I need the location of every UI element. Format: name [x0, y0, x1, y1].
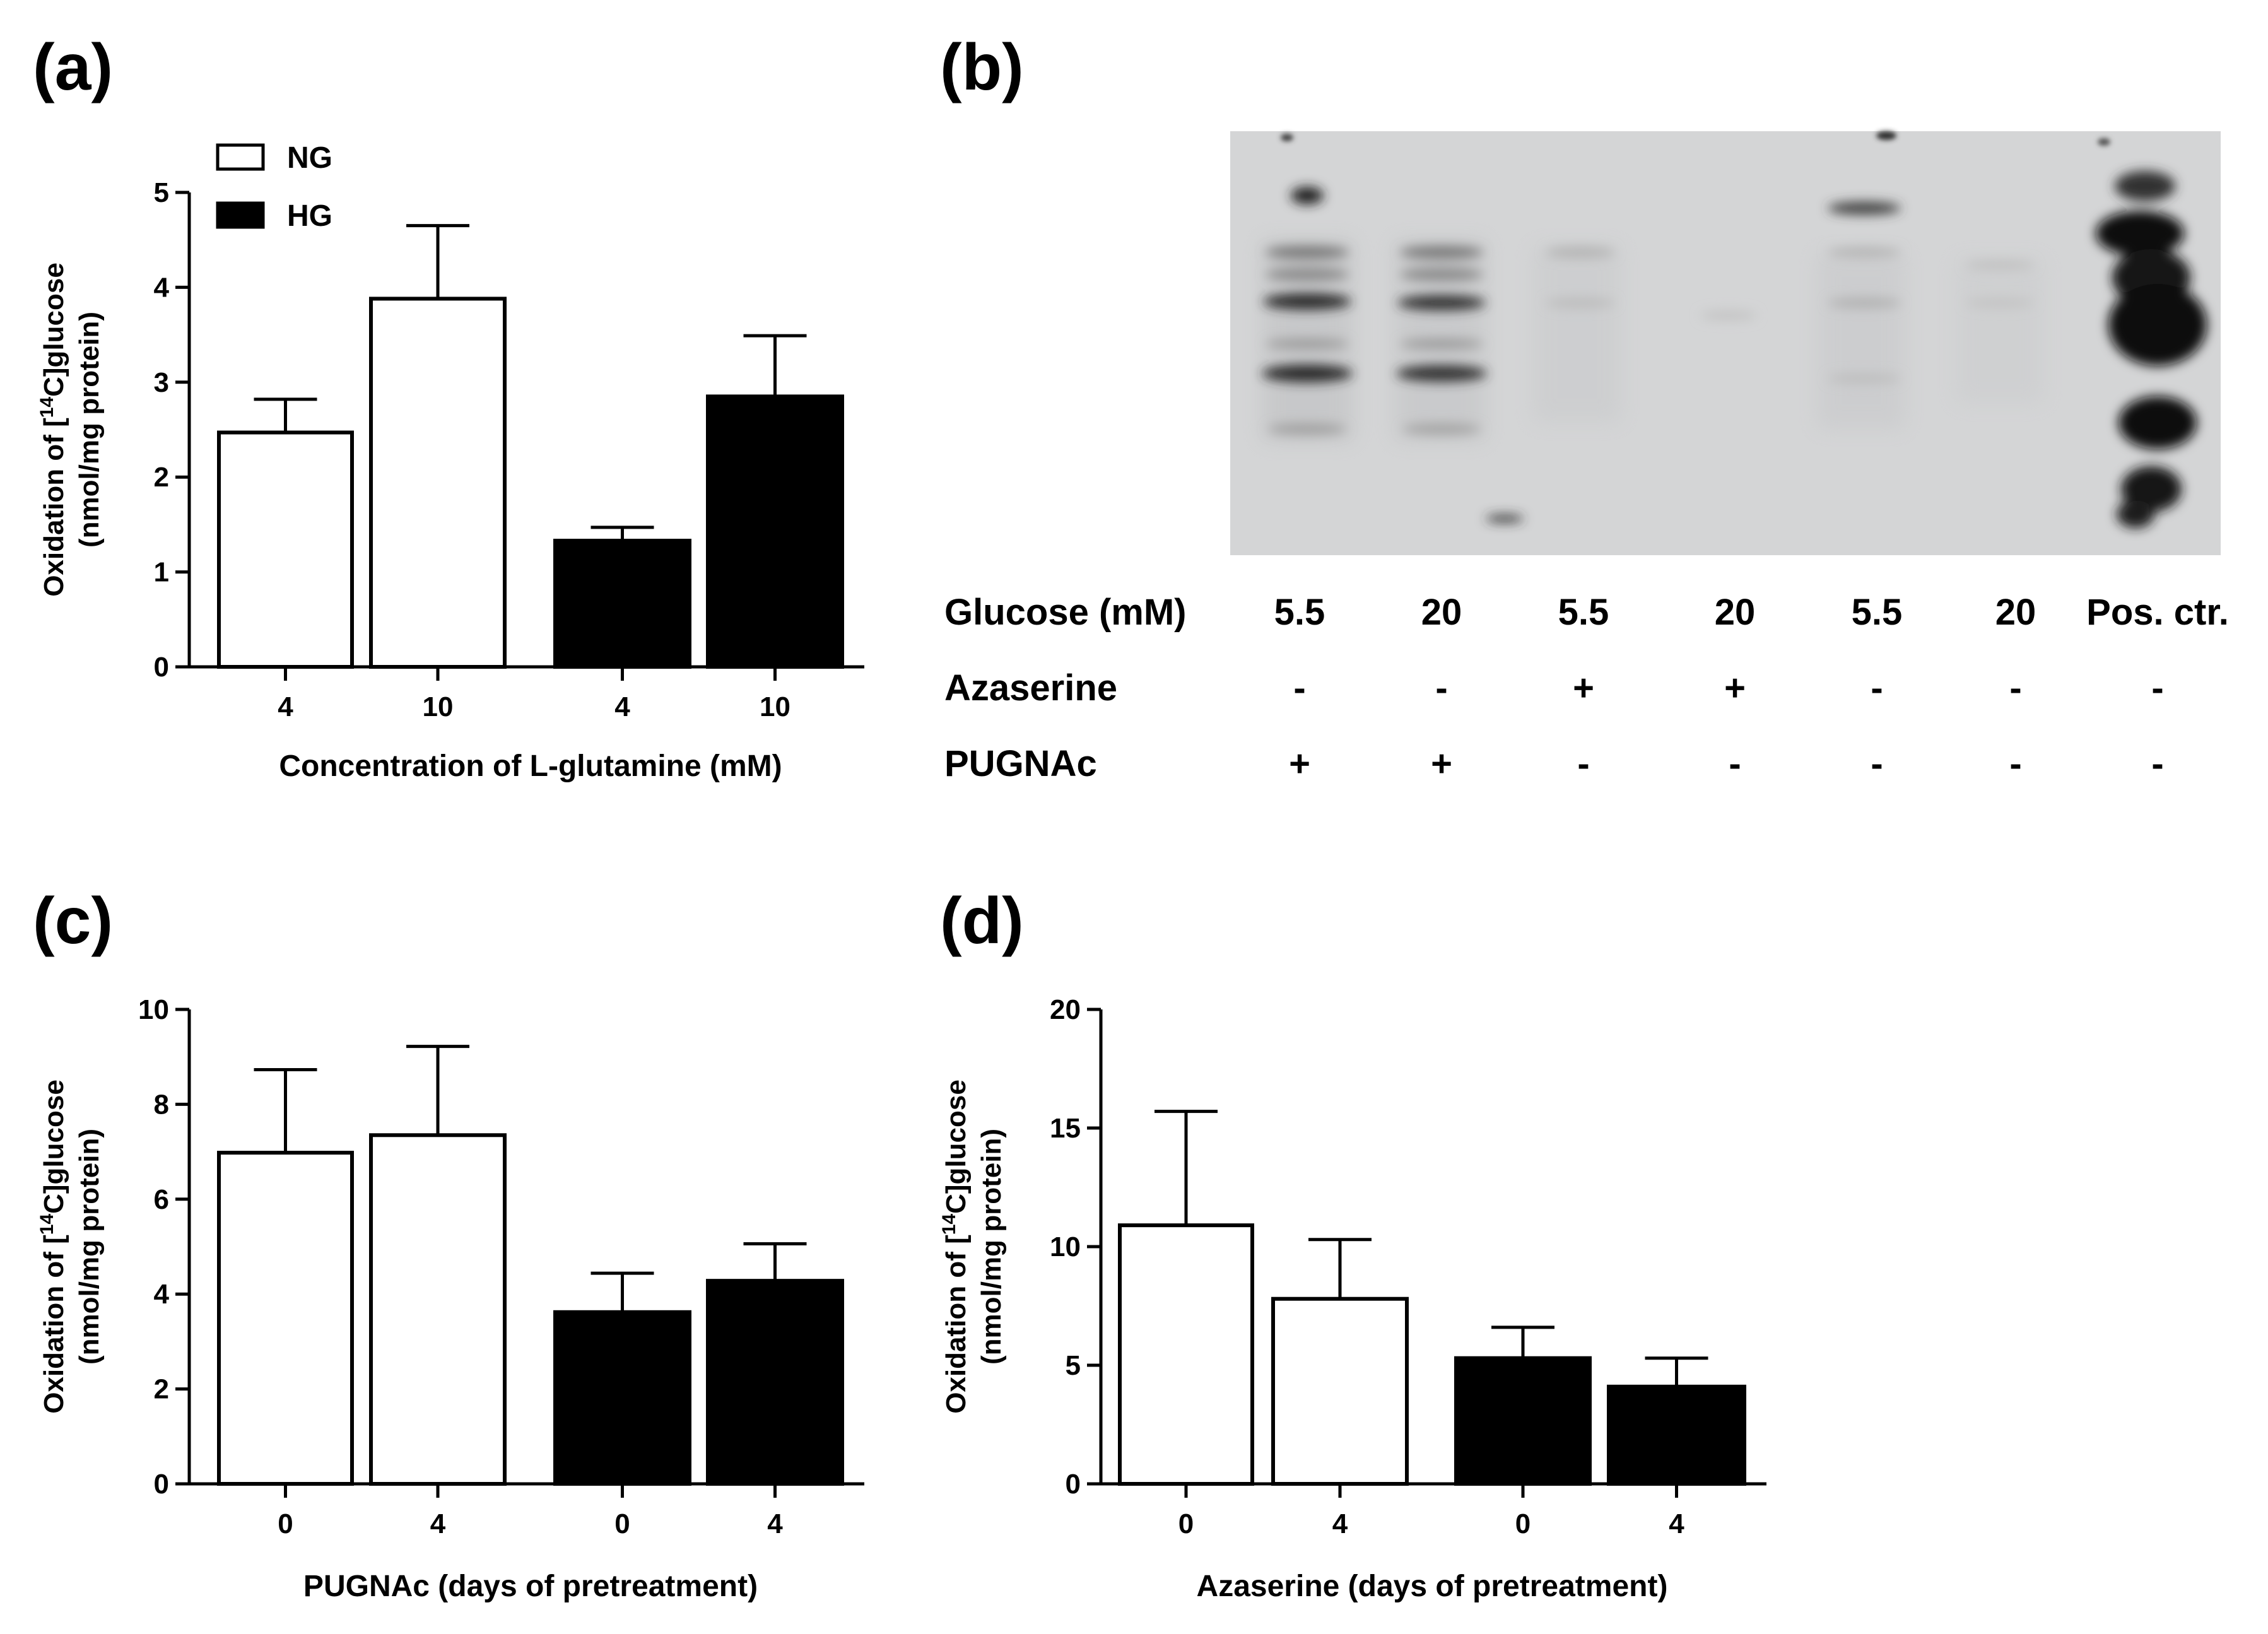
panel-b-letter: (b) [940, 31, 1024, 104]
blot-cell: - [1871, 743, 1883, 784]
y-tick-label: 0 [154, 652, 169, 683]
y-axis-label: Oxidation of [14C]glucose [37, 1079, 70, 1414]
y-tick-label: 3 [154, 367, 169, 398]
bar [1271, 1296, 1409, 1486]
blot-cell: - [1729, 743, 1741, 784]
bar [1607, 1384, 1746, 1486]
x-tick-label: 10 [423, 691, 454, 722]
panel-a-letter: (a) [33, 31, 113, 104]
y-tick-label: 0 [154, 1469, 169, 1500]
y-tick-label: 5 [1066, 1350, 1081, 1381]
y-axis-label-superscript: 14 [37, 1214, 57, 1235]
blot-row-label: PUGNAc [944, 743, 1097, 784]
legend-swatch [216, 143, 265, 171]
blot-cell: - [2009, 667, 2021, 708]
bar [706, 1279, 844, 1486]
blot-cell: 5.5 [1274, 592, 1325, 633]
y-tick-label: 10 [138, 994, 169, 1025]
x-tick-label: 0 [614, 1508, 630, 1539]
bar [553, 538, 691, 669]
bar [706, 394, 844, 669]
y-axis-label-part: Oxidation of [ [38, 1235, 69, 1414]
y-tick-label: 15 [1050, 1113, 1081, 1144]
blot-cell: - [1577, 743, 1589, 784]
y-tick-label: 10 [1050, 1231, 1081, 1262]
blot-condition-table: Glucose (mM) 5.5 20 5.5 20 5.5 20 Pos. ctr. Azas… [944, 592, 2229, 784]
y-axis-label-part: Oxidation of [ [941, 1235, 972, 1414]
blot-cell: 20 [1995, 592, 2036, 633]
legend-swatch [216, 201, 265, 229]
blot-cell: + [1724, 667, 1746, 708]
bar [553, 1310, 691, 1486]
x-tick-label: 0 [278, 1508, 293, 1539]
y-axis-label-units: (nmol/mg protein) [74, 1129, 105, 1365]
x-tick-label: 4 [1669, 1508, 1684, 1539]
y-axis-label-superscript: 14 [37, 397, 57, 418]
x-axis-label: PUGNAc (days of pretreatment) [303, 1570, 758, 1603]
blot-cell: - [2151, 743, 2163, 784]
y-tick-label: 0 [1066, 1469, 1081, 1500]
x-tick-label: 4 [430, 1508, 446, 1539]
blot-row-label: Glucose (mM) [944, 592, 1187, 633]
bar [369, 1133, 507, 1486]
y-axis-label-units: (nmol/mg protein) [976, 1129, 1007, 1365]
bar [217, 430, 354, 669]
y-axis-label-units: (nmol/mg protein) [74, 312, 105, 548]
y-tick-label: 2 [154, 1374, 169, 1405]
bar [1118, 1223, 1254, 1486]
y-tick-label: 8 [154, 1089, 169, 1120]
y-axis-label: Oxidation of [14C]glucose [37, 262, 70, 597]
x-tick-label: 0 [1178, 1508, 1194, 1539]
bar-chart-c: 0 2 4 6 8 10 0 4 0 4 PUGNAc (days of pretreatment)… [37, 994, 864, 1603]
y-tick-label: 5 [154, 177, 169, 208]
y-axis-label: Oxidation of [14C]glucose [939, 1079, 972, 1414]
y-tick-label: 1 [154, 557, 169, 588]
western-blot-image [1230, 131, 2221, 555]
y-tick-label: 6 [154, 1184, 169, 1215]
y-axis-label-superscript: 14 [939, 1214, 960, 1235]
blot-cell: + [1289, 743, 1310, 784]
blot-cell: + [1573, 667, 1594, 708]
panel-c-letter: (c) [33, 885, 113, 958]
bar [369, 297, 507, 669]
blot-cell: 20 [1421, 592, 1462, 633]
bar [1454, 1356, 1592, 1486]
legend-label: NG [287, 141, 332, 175]
blot-cell: 5.5 [1852, 592, 1903, 633]
x-tick-label: 10 [760, 691, 790, 722]
y-axis-label-part: C]glucose [38, 262, 69, 397]
blot-cell: + [1431, 743, 1452, 784]
y-axis-label-part: C]glucose [38, 1079, 69, 1214]
y-tick-label: 4 [154, 1279, 170, 1310]
blot-cell: - [1435, 667, 1447, 708]
y-tick-label: 2 [154, 462, 169, 493]
y-tick-label: 20 [1050, 994, 1081, 1025]
x-axis-label: Azaserine (days of pretreatment) [1197, 1570, 1668, 1603]
x-tick-label: 4 [614, 691, 630, 722]
panel-d-letter: (d) [940, 885, 1024, 958]
blot-cell: - [1871, 667, 1883, 708]
y-tick-label: 4 [154, 272, 170, 303]
x-tick-label: 4 [767, 1508, 783, 1539]
bar [217, 1151, 354, 1486]
blot-cell: 5.5 [1558, 592, 1609, 633]
blot-row-label: Azaserine [944, 667, 1117, 708]
x-tick-label: 0 [1515, 1508, 1531, 1539]
blot-cell: Pos. ctr. [2086, 592, 2229, 633]
x-axis-label: Concentration of L-glutamine (mM) [279, 749, 782, 783]
x-tick-label: 4 [1332, 1508, 1348, 1539]
x-tick-label: 4 [278, 691, 293, 722]
y-axis-label-part: Oxidation of [ [38, 418, 69, 597]
y-axis-label-part: C]glucose [941, 1079, 972, 1214]
blot-cell: 20 [1715, 592, 1756, 633]
blot-cell: - [2009, 743, 2021, 784]
bar-chart-a: 0 1 2 3 4 5 4 10 4 10 Concentration of L-glutamine… [37, 141, 864, 783]
blot-cell: - [1293, 667, 1305, 708]
blot-cell: - [2151, 667, 2163, 708]
legend-label: HG [287, 199, 332, 233]
